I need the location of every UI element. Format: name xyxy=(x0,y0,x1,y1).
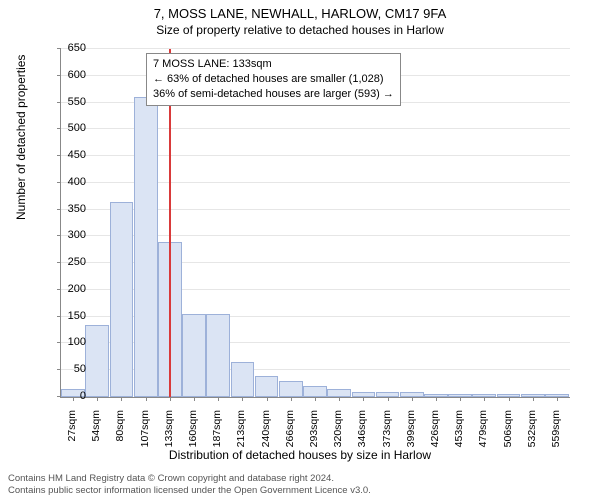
y-tick-label: 650 xyxy=(68,42,86,54)
y-tick xyxy=(57,342,61,343)
x-tick-label: 453sqm xyxy=(453,410,465,460)
gridline xyxy=(61,48,570,49)
x-tick xyxy=(194,397,195,401)
x-tick xyxy=(533,397,534,401)
y-tick-label: 200 xyxy=(68,283,86,295)
x-tick-label: 426sqm xyxy=(429,410,441,460)
x-tick xyxy=(315,397,316,401)
x-tick-label: 133sqm xyxy=(163,410,175,460)
histogram-bar xyxy=(303,386,327,397)
y-tick xyxy=(57,128,61,129)
infobox-line-3: 36% of semi-detached houses are larger (… xyxy=(153,87,394,102)
y-tick-label: 600 xyxy=(68,69,86,81)
x-tick-label: 532sqm xyxy=(526,410,538,460)
y-tick xyxy=(57,235,61,236)
histogram-bar xyxy=(255,376,279,397)
histogram-bar xyxy=(279,381,303,397)
footer-line-1: Contains HM Land Registry data © Crown c… xyxy=(8,473,371,484)
y-tick xyxy=(57,262,61,263)
y-tick xyxy=(57,182,61,183)
x-tick-label: 213sqm xyxy=(235,410,247,460)
y-tick-label: 0 xyxy=(80,390,86,402)
y-tick-label: 150 xyxy=(68,310,86,322)
x-tick xyxy=(388,397,389,401)
plot-area: 7 MOSS LANE: 133sqm← 63% of detached hou… xyxy=(60,48,570,398)
x-tick-label: 559sqm xyxy=(550,410,562,460)
y-tick xyxy=(57,102,61,103)
y-tick-label: 400 xyxy=(68,176,86,188)
x-tick xyxy=(291,397,292,401)
x-tick xyxy=(557,397,558,401)
infobox-line-1: 7 MOSS LANE: 133sqm xyxy=(153,57,394,72)
y-tick-label: 500 xyxy=(68,122,86,134)
x-tick xyxy=(73,397,74,401)
x-tick-label: 240sqm xyxy=(260,410,272,460)
x-tick-label: 399sqm xyxy=(405,410,417,460)
y-tick xyxy=(57,75,61,76)
property-infobox: 7 MOSS LANE: 133sqm← 63% of detached hou… xyxy=(146,53,401,106)
x-tick xyxy=(170,397,171,401)
chart-container: 7, MOSS LANE, NEWHALL, HARLOW, CM17 9FA … xyxy=(0,0,600,500)
chart-subtitle: Size of property relative to detached ho… xyxy=(0,21,600,37)
x-tick xyxy=(97,397,98,401)
y-tick xyxy=(57,48,61,49)
x-tick-label: 506sqm xyxy=(502,410,514,460)
x-tick-label: 373sqm xyxy=(381,410,393,460)
x-tick xyxy=(242,397,243,401)
x-tick-label: 160sqm xyxy=(187,410,199,460)
x-tick xyxy=(218,397,219,401)
x-tick-label: 346sqm xyxy=(356,410,368,460)
y-tick xyxy=(57,155,61,156)
y-tick-label: 250 xyxy=(68,256,86,268)
x-tick-label: 54sqm xyxy=(90,410,102,460)
x-tick-label: 80sqm xyxy=(114,410,126,460)
y-tick xyxy=(57,316,61,317)
x-tick-label: 293sqm xyxy=(308,410,320,460)
x-tick xyxy=(121,397,122,401)
y-tick xyxy=(57,209,61,210)
histogram-bar xyxy=(134,97,158,397)
y-tick-label: 350 xyxy=(68,203,86,215)
histogram-bar xyxy=(85,325,109,397)
footer-attribution: Contains HM Land Registry data © Crown c… xyxy=(8,473,371,496)
x-tick-label: 107sqm xyxy=(139,410,151,460)
y-axis-label: Number of detached properties xyxy=(14,55,28,220)
histogram-bar xyxy=(110,202,134,397)
x-tick xyxy=(436,397,437,401)
infobox-line-2: ← 63% of detached houses are smaller (1,… xyxy=(153,72,394,87)
y-tick-label: 550 xyxy=(68,96,86,108)
histogram-bar xyxy=(182,314,206,397)
x-tick xyxy=(412,397,413,401)
footer-line-2: Contains public sector information licen… xyxy=(8,485,371,496)
x-tick-label: 266sqm xyxy=(284,410,296,460)
x-tick xyxy=(339,397,340,401)
x-tick-label: 27sqm xyxy=(66,410,78,460)
y-tick-label: 450 xyxy=(68,149,86,161)
x-tick xyxy=(460,397,461,401)
x-tick-label: 479sqm xyxy=(477,410,489,460)
y-tick-label: 100 xyxy=(68,336,86,348)
chart-title: 7, MOSS LANE, NEWHALL, HARLOW, CM17 9FA xyxy=(0,0,600,21)
y-tick-label: 50 xyxy=(74,363,86,375)
x-tick-label: 187sqm xyxy=(211,410,223,460)
y-tick xyxy=(57,289,61,290)
y-tick xyxy=(57,369,61,370)
x-tick xyxy=(363,397,364,401)
x-tick xyxy=(146,397,147,401)
x-tick xyxy=(509,397,510,401)
histogram-bar xyxy=(327,389,351,397)
y-tick-label: 300 xyxy=(68,229,86,241)
histogram-bar xyxy=(206,314,230,397)
histogram-bar xyxy=(231,362,255,397)
x-tick-label: 320sqm xyxy=(332,410,344,460)
x-tick xyxy=(267,397,268,401)
x-tick xyxy=(484,397,485,401)
